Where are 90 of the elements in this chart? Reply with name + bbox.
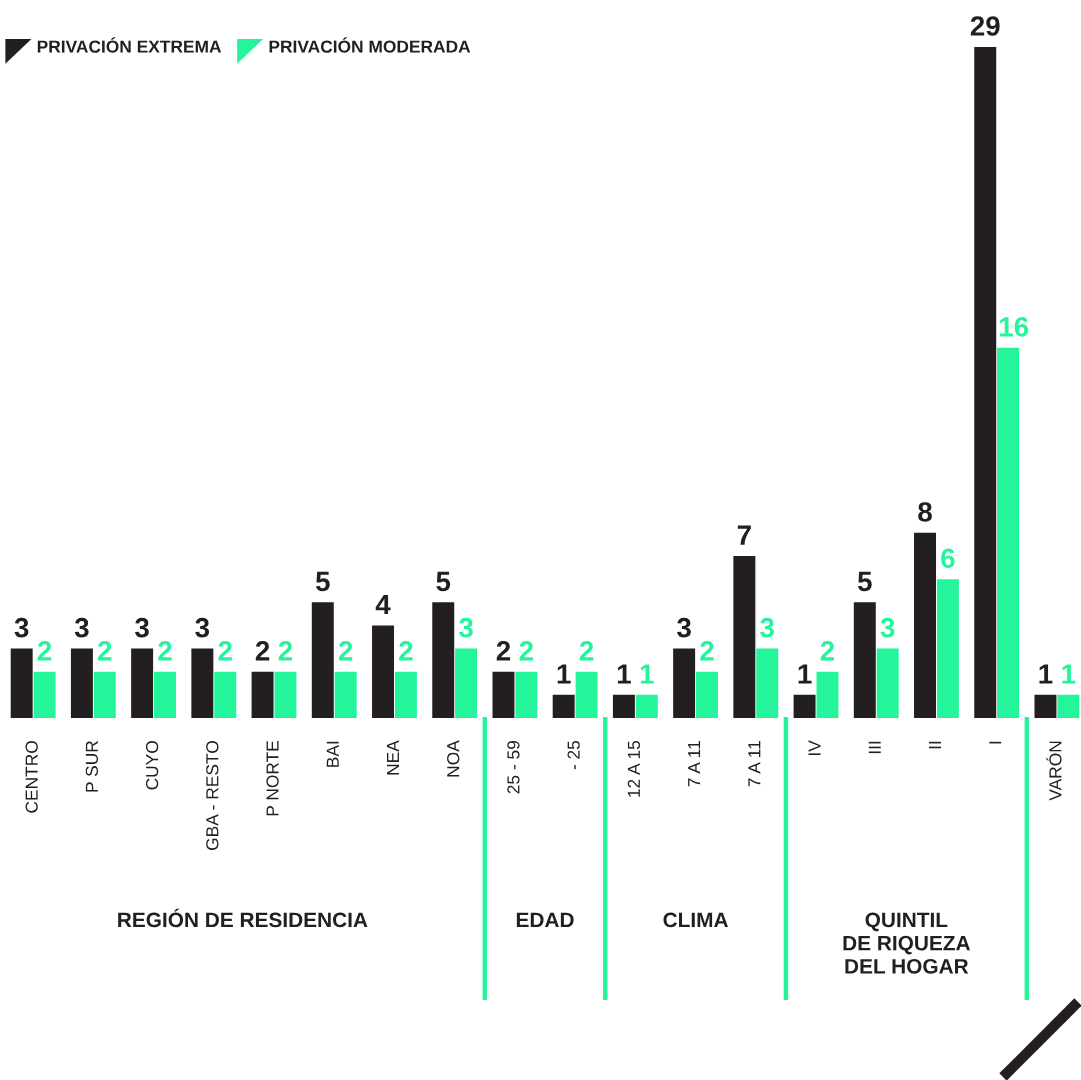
- data-label: 3: [14, 617, 29, 638]
- legend-label: PRIVACIÓN MODERADA: [269, 37, 471, 53]
- data-label: 2: [399, 641, 413, 661]
- bar: [635, 694, 658, 718]
- data-label: 16: [999, 317, 1029, 337]
- data-label: 1: [798, 664, 812, 684]
- data-label: 2: [579, 641, 594, 661]
- bar: [914, 532, 937, 718]
- data-label: 2: [37, 641, 52, 661]
- bar: [33, 671, 56, 718]
- bar: [756, 648, 779, 718]
- data-label: 3: [677, 617, 691, 638]
- bar: [816, 671, 839, 718]
- data-label: 3: [459, 617, 473, 638]
- bar: [936, 579, 959, 718]
- data-label: 2: [255, 641, 270, 661]
- x-tick-label: P NORTE: [266, 740, 279, 816]
- bar: [997, 347, 1020, 718]
- data-label: 4: [375, 595, 391, 615]
- bar: [372, 625, 394, 718]
- bar: [733, 556, 756, 718]
- data-label: 5: [857, 571, 872, 592]
- bar: [696, 671, 718, 718]
- data-label: 1: [1062, 664, 1076, 684]
- x-tick-label: 12 A 15: [627, 740, 641, 797]
- bar: [612, 694, 635, 718]
- data-label: 2: [98, 641, 112, 661]
- data-label: 2: [700, 641, 714, 661]
- bar: [251, 671, 274, 718]
- bar: [432, 602, 455, 718]
- data-label: 3: [760, 617, 774, 638]
- bar: [876, 648, 899, 718]
- bar: [131, 648, 154, 718]
- x-tick-label: 25 - 59: [507, 741, 520, 794]
- x-tick-label: 7 A 11: [748, 741, 761, 787]
- bar: [214, 671, 237, 718]
- data-label: 2: [496, 641, 511, 661]
- legend-label: PRIVACIÓN EXTREMA: [37, 37, 222, 53]
- bar: [70, 648, 93, 718]
- x-tick-label: CUYO: [145, 741, 159, 790]
- bar: [455, 648, 478, 718]
- bar: [10, 648, 33, 718]
- x-tick-label: NEA: [387, 740, 399, 775]
- bar: [673, 648, 696, 718]
- data-label: 2: [519, 641, 533, 661]
- bar: [793, 694, 816, 718]
- bar: [311, 602, 334, 718]
- x-tick-label: II: [929, 741, 941, 749]
- data-label: 1: [557, 664, 571, 684]
- x-axis-title: QUINTIL DE RIQUEZA DEL HOGAR: [843, 912, 971, 974]
- data-label: 3: [135, 617, 149, 638]
- x-tick-label: GBA - RESTO: [206, 741, 219, 850]
- x-axis-title: CLIMA: [663, 912, 728, 928]
- data-label: 1: [617, 664, 631, 684]
- x-tick-label: IV: [808, 740, 821, 756]
- x-tick-label: - 25: [567, 740, 580, 770]
- bar: [334, 671, 357, 718]
- data-label: 29: [970, 16, 1000, 36]
- x-tick-label: NOA: [447, 740, 460, 777]
- data-label: 5: [436, 571, 451, 592]
- x-axis-title: EDAD: [516, 912, 574, 928]
- bar: [191, 648, 214, 718]
- x-tick-label: P SUR: [85, 741, 99, 792]
- bar: [154, 671, 176, 718]
- data-label: 6: [941, 548, 955, 569]
- x-axis-title: REGIÓN DE RESIDENCIA: [118, 908, 368, 928]
- bar: [274, 671, 297, 718]
- data-label: 7: [737, 525, 751, 545]
- bar: [93, 671, 116, 718]
- x-tick-label: BAI: [326, 741, 339, 767]
- data-label: 2: [820, 641, 835, 661]
- x-tick-label: 7 A 11: [688, 741, 701, 787]
- data-label: 2: [218, 641, 232, 661]
- x-tick-label: I: [989, 741, 1002, 744]
- data-label: 8: [918, 502, 932, 522]
- data-label: 2: [278, 641, 293, 661]
- data-label: 3: [195, 617, 210, 638]
- data-label: 1: [640, 664, 654, 684]
- data-label: 5: [315, 571, 330, 592]
- data-label: 1: [1039, 664, 1053, 684]
- data-label: 2: [338, 641, 353, 661]
- bar: [853, 602, 876, 718]
- data-label: 2: [158, 641, 172, 661]
- x-tick-label: CENTRO: [25, 741, 38, 813]
- bar: [394, 671, 417, 718]
- x-tick-label: III: [868, 741, 881, 754]
- x-tick-label: VARÓN: [1046, 741, 1062, 801]
- bar: [974, 46, 997, 718]
- data-label: 3: [74, 617, 89, 638]
- data-label: 3: [880, 617, 895, 638]
